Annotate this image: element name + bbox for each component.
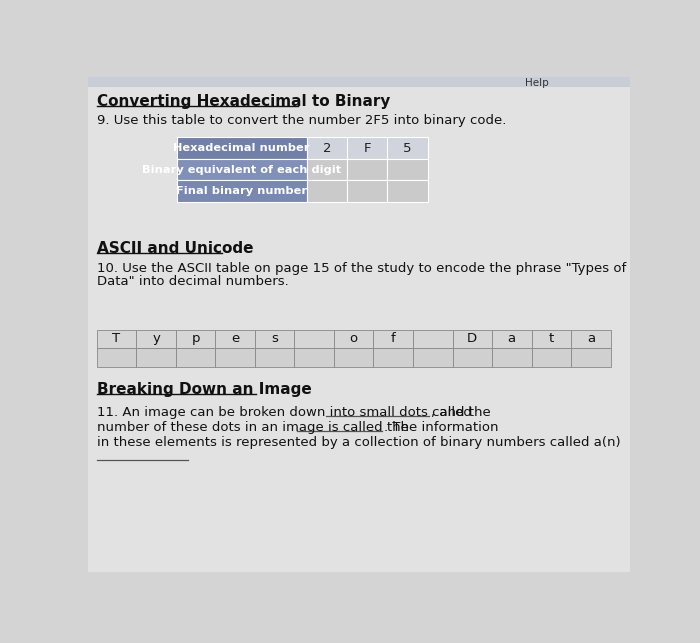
Text: 11. An image can be broken down into small dots called: 11. An image can be broken down into sma… — [97, 406, 472, 419]
Text: f: f — [391, 332, 395, 345]
FancyBboxPatch shape — [88, 77, 630, 87]
FancyBboxPatch shape — [176, 137, 307, 159]
FancyBboxPatch shape — [531, 349, 571, 367]
FancyBboxPatch shape — [176, 349, 216, 367]
Text: ASCII and Unicode: ASCII and Unicode — [97, 240, 253, 256]
Text: 5: 5 — [403, 141, 412, 154]
FancyBboxPatch shape — [307, 180, 347, 202]
Text: a: a — [587, 332, 595, 345]
Text: 2: 2 — [323, 141, 331, 154]
Text: Binary equivalent of each digit: Binary equivalent of each digit — [142, 165, 342, 174]
FancyBboxPatch shape — [255, 330, 295, 349]
FancyBboxPatch shape — [347, 137, 387, 159]
FancyBboxPatch shape — [307, 159, 347, 180]
FancyBboxPatch shape — [136, 330, 176, 349]
FancyBboxPatch shape — [216, 349, 255, 367]
FancyBboxPatch shape — [295, 349, 334, 367]
FancyBboxPatch shape — [97, 349, 136, 367]
FancyBboxPatch shape — [531, 330, 571, 349]
FancyBboxPatch shape — [413, 330, 452, 349]
Text: e: e — [231, 332, 239, 345]
Text: T: T — [113, 332, 120, 345]
FancyBboxPatch shape — [136, 349, 176, 367]
Text: in these elements is represented by a collection of binary numbers called a(n): in these elements is represented by a co… — [97, 436, 620, 449]
FancyBboxPatch shape — [295, 330, 334, 349]
FancyBboxPatch shape — [571, 330, 610, 349]
Text: p: p — [191, 332, 200, 345]
Text: Breaking Down an Image: Breaking Down an Image — [97, 383, 312, 397]
Text: 10. Use the ASCII table on page 15 of the study to encode the phrase "Types of: 10. Use the ASCII table on page 15 of th… — [97, 262, 626, 275]
FancyBboxPatch shape — [216, 330, 255, 349]
Text: Help: Help — [525, 78, 549, 87]
FancyBboxPatch shape — [97, 330, 136, 349]
Text: D: D — [467, 332, 477, 345]
Text: number of these dots in an image is called the: number of these dots in an image is call… — [97, 421, 409, 434]
Text: y: y — [152, 332, 160, 345]
FancyBboxPatch shape — [387, 159, 428, 180]
FancyBboxPatch shape — [334, 349, 374, 367]
Text: a: a — [508, 332, 516, 345]
FancyBboxPatch shape — [176, 330, 216, 349]
FancyBboxPatch shape — [413, 349, 452, 367]
Text: o: o — [350, 332, 358, 345]
FancyBboxPatch shape — [88, 87, 630, 572]
FancyBboxPatch shape — [176, 180, 307, 202]
FancyBboxPatch shape — [387, 137, 428, 159]
Text: t: t — [549, 332, 554, 345]
FancyBboxPatch shape — [374, 330, 413, 349]
FancyBboxPatch shape — [492, 330, 531, 349]
Text: s: s — [271, 332, 278, 345]
FancyBboxPatch shape — [452, 330, 492, 349]
Text: . The information: . The information — [384, 421, 499, 434]
Text: Hexadecimal number: Hexadecimal number — [174, 143, 310, 153]
FancyBboxPatch shape — [255, 349, 295, 367]
FancyBboxPatch shape — [307, 137, 347, 159]
FancyBboxPatch shape — [387, 180, 428, 202]
FancyBboxPatch shape — [347, 180, 387, 202]
FancyBboxPatch shape — [334, 330, 374, 349]
Text: Data" into decimal numbers.: Data" into decimal numbers. — [97, 275, 288, 287]
FancyBboxPatch shape — [347, 159, 387, 180]
FancyBboxPatch shape — [374, 349, 413, 367]
FancyBboxPatch shape — [452, 349, 492, 367]
Text: 9. Use this table to convert the number 2F5 into binary code.: 9. Use this table to convert the number … — [97, 114, 506, 127]
FancyBboxPatch shape — [492, 349, 531, 367]
FancyBboxPatch shape — [571, 349, 610, 367]
FancyBboxPatch shape — [176, 159, 307, 180]
Text: Final binary number: Final binary number — [176, 186, 307, 196]
Text: , and the: , and the — [430, 406, 491, 419]
Text: Converting Hexadecimal to Binary: Converting Hexadecimal to Binary — [97, 95, 390, 109]
Text: F: F — [363, 141, 371, 154]
